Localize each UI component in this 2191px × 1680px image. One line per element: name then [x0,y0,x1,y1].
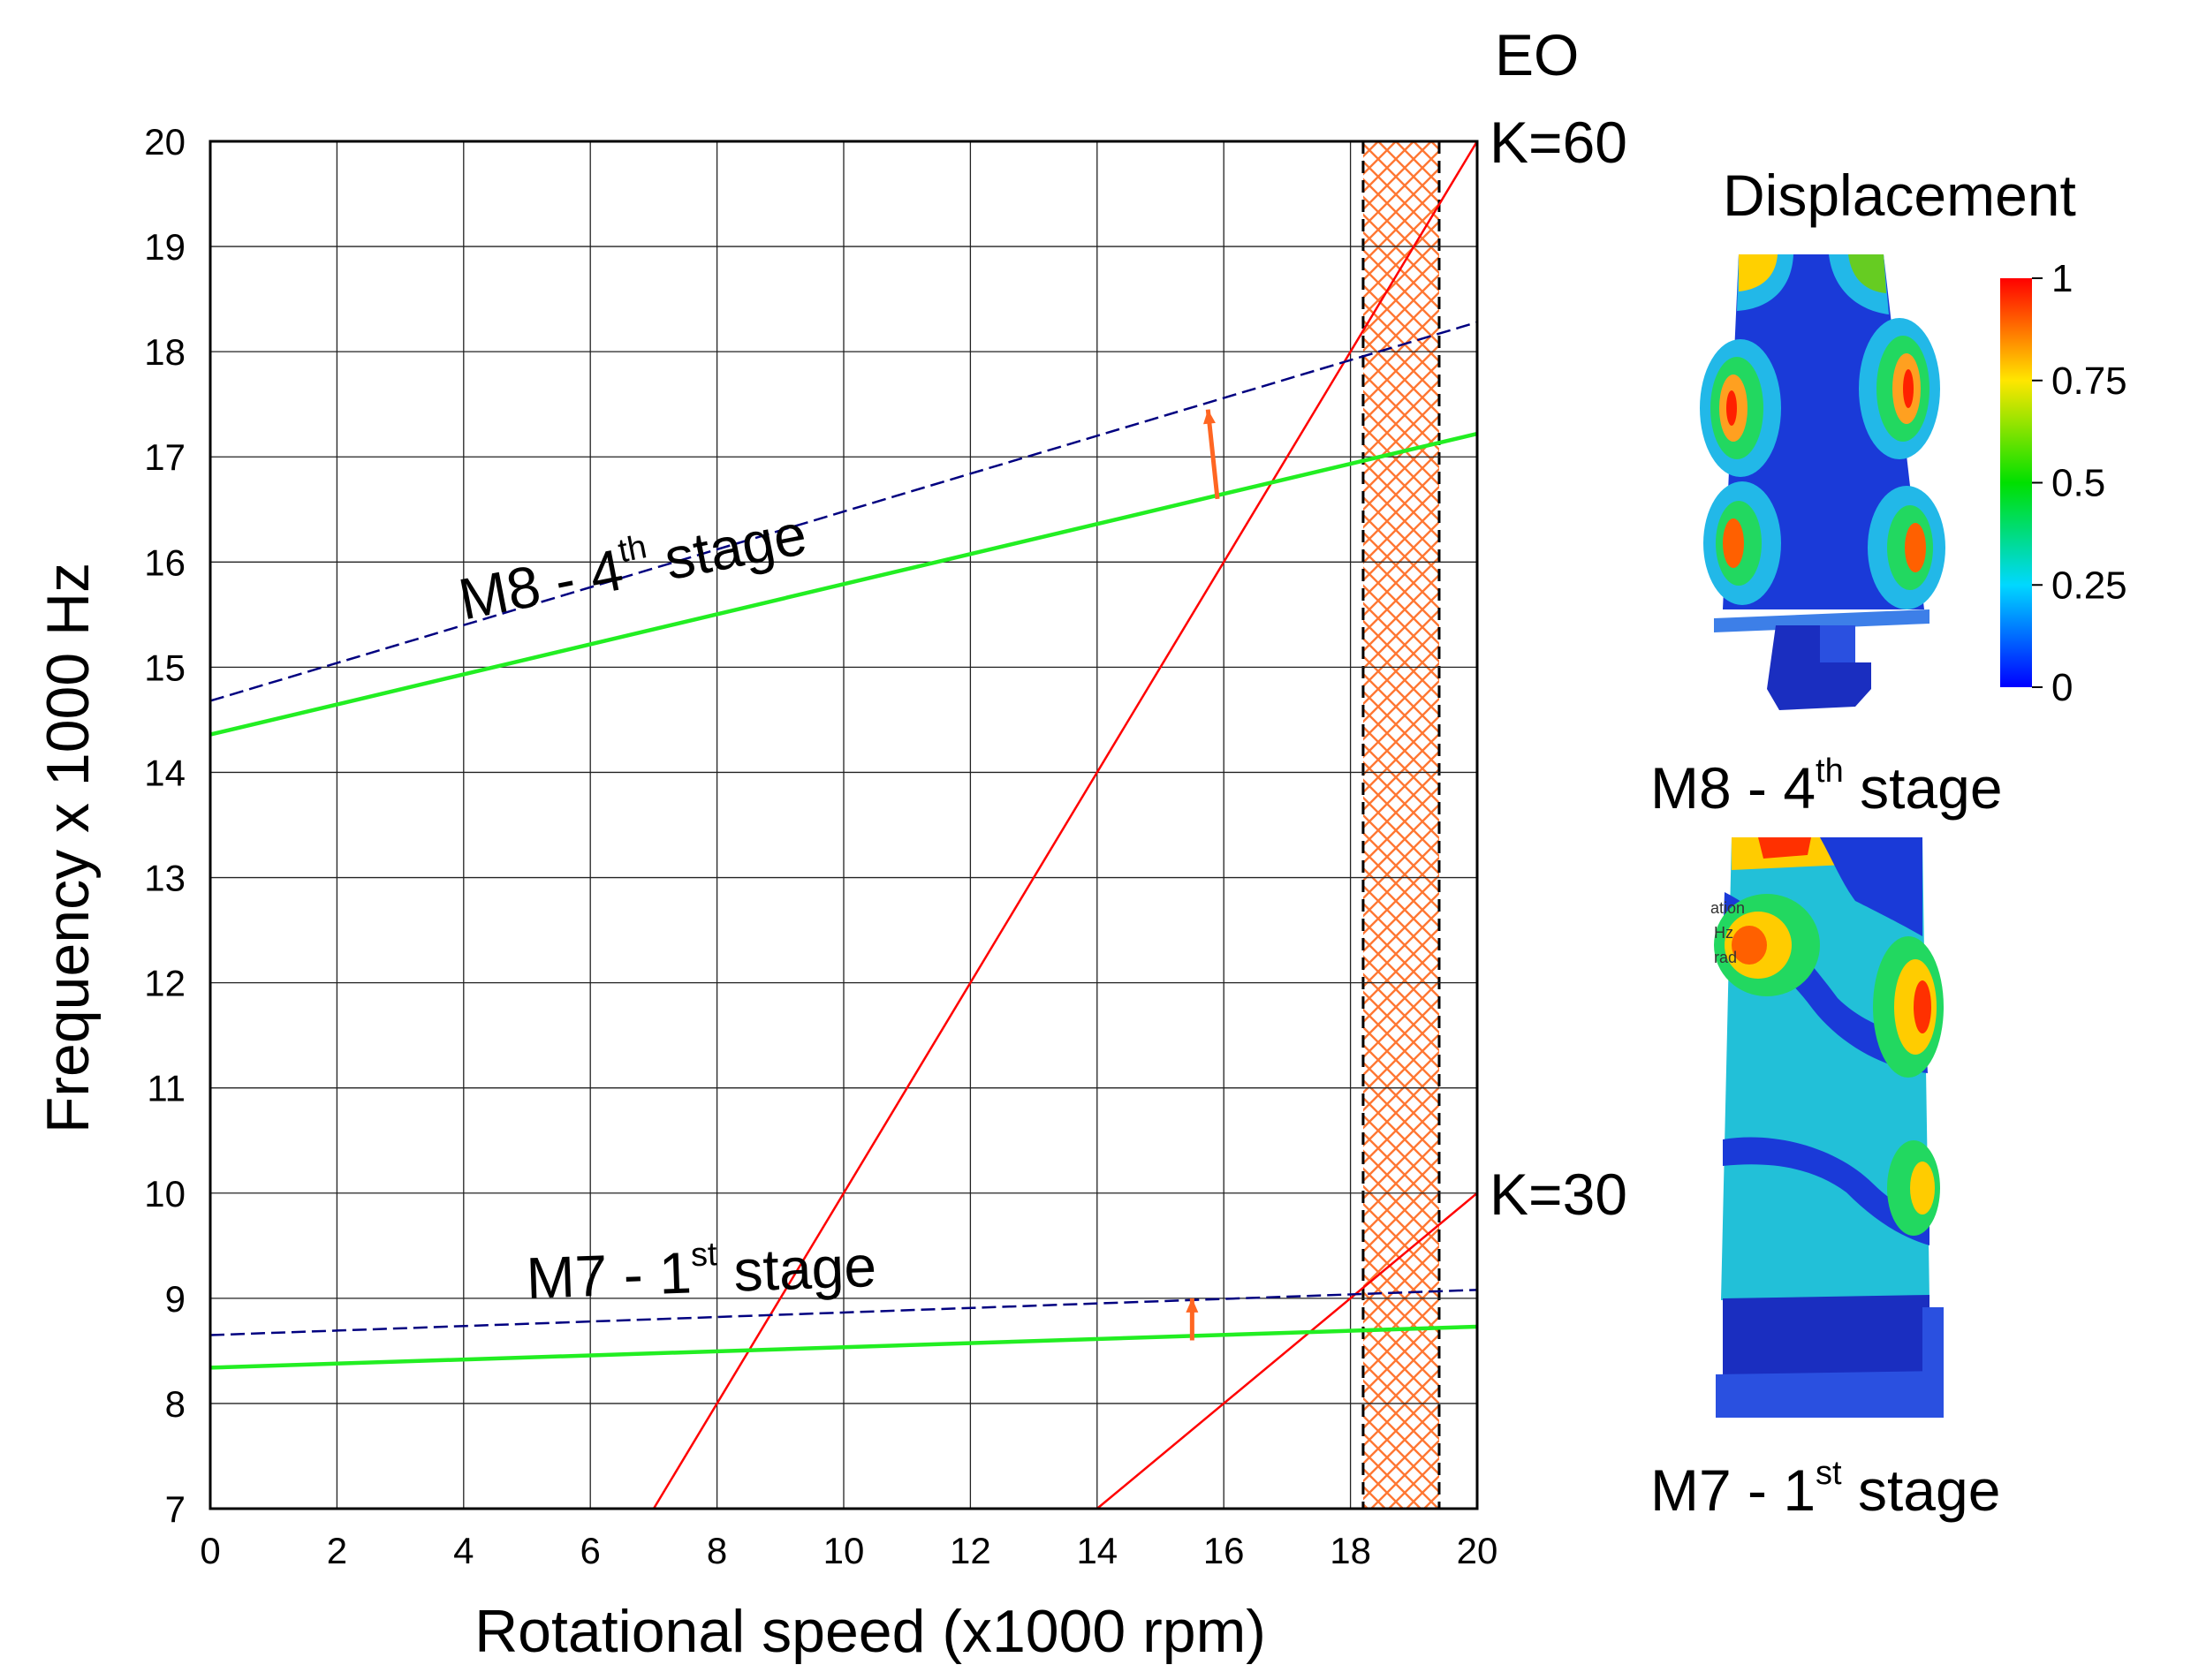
eo-line-label: K=60 [1490,110,1627,175]
speed-band-hatch [1362,141,1439,1509]
colorbar-tick-label: 0.75 [2051,359,2127,403]
mode-annotation: M7 - 1st stage [525,1230,877,1311]
shift-arrow-shaft [1205,409,1220,500]
colorbar-tick-label: 0.25 [2051,564,2127,607]
x-tick-label: 0 [200,1530,220,1571]
series-line-3 [210,321,1477,702]
eo-line-label: K=30 [1490,1162,1627,1227]
blade-label-fragment-2: Hz [1714,924,1733,942]
colorbar-tick-label: 1 [2051,257,2073,300]
blade-m8-mode-shape [1700,254,1945,710]
colorbar-tick-label: 0.5 [2051,462,2105,505]
eo-label: EO [1495,22,1579,87]
y-tick-label: 19 [144,226,186,268]
blade-label-fragment-1: ation [1710,899,1745,917]
y-tick-label: 11 [147,1068,186,1109]
x-tick-label: 6 [580,1530,601,1571]
y-tick-label: 12 [144,963,186,1004]
y-tick-label: 15 [144,647,186,688]
caption-m8: M8 - 4th stage [1650,753,2003,821]
y-tick-label: 14 [144,752,186,793]
y-axis-title: Frequency x 1000 Hz [34,563,102,1133]
y-tick-label: 10 [144,1173,186,1215]
y-tick-label: 18 [144,331,186,373]
shift-arrow-head [1203,409,1216,425]
shift-arrow-head [1186,1298,1199,1313]
x-tick-label: 18 [1330,1530,1371,1571]
displacement-title: Displacement [1723,163,2076,228]
series-line-6 [210,1324,1477,1370]
caption-m7: M7 - 1st stage [1650,1455,2000,1523]
x-tick-label: 12 [950,1530,991,1571]
x-axis-title: Rotational speed (x1000 rpm) [474,1598,1266,1665]
series-line-5 [210,1289,1477,1336]
mode-annotation: M8 - 4th stage [453,498,812,632]
x-tick-label: 14 [1076,1530,1118,1571]
series-line-4 [210,431,1477,737]
x-tick-label: 4 [453,1530,474,1571]
y-tick-label: 7 [165,1488,186,1530]
y-tick-label: 16 [144,541,186,583]
y-tick-label: 17 [144,436,186,478]
y-tick-label: 9 [165,1278,186,1320]
blade-label-fragment-3: rad [1714,949,1737,966]
blade-m7-mode-shape: ation Hz rad [1710,837,1944,1418]
plot-frame [208,140,1479,1510]
series-line-2 [1096,1192,1477,1509]
x-tick-label: 8 [707,1530,727,1571]
colorbar-tick-label: 0 [2051,666,2073,709]
series-line-1 [652,141,1477,1509]
x-tick-label: 20 [1457,1530,1498,1571]
colorbar [2000,278,2032,687]
y-tick-label: 20 [144,121,186,163]
x-tick-label: 16 [1203,1530,1245,1571]
x-tick-label: 2 [327,1530,347,1571]
y-tick-label: 13 [144,858,186,899]
x-tick-label: 10 [823,1530,865,1571]
y-tick-label: 8 [165,1383,186,1425]
